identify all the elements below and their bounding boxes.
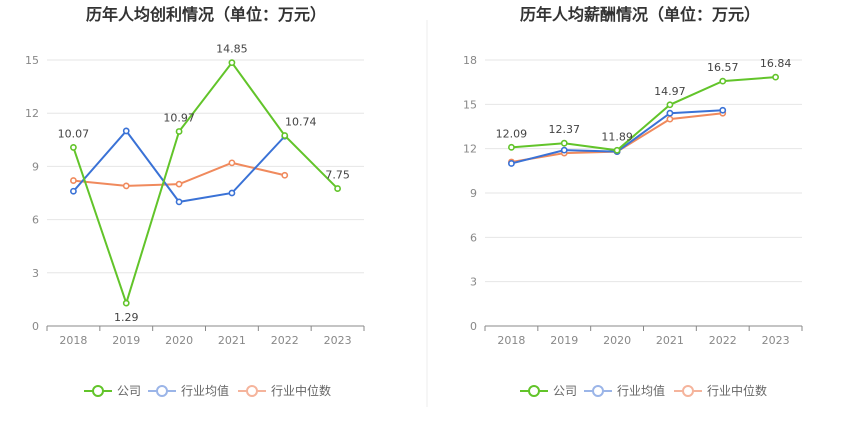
data-label: 14.85 — [216, 43, 248, 56]
y-tick-label: 9 — [470, 187, 477, 200]
data-point — [666, 101, 674, 109]
data-point — [175, 128, 183, 135]
series-line-company — [511, 76, 776, 152]
x-tick-label: 2019 — [550, 334, 578, 347]
data-label: 10.07 — [58, 127, 90, 140]
data-point — [122, 127, 130, 135]
legend-label: 行业中位数 — [271, 383, 331, 398]
legend-item-industry-median[interactable]: 行业中位数 — [238, 383, 331, 398]
data-point — [228, 59, 236, 67]
data-label: 14.97 — [654, 85, 686, 98]
data-point — [122, 182, 130, 190]
legend-item-company[interactable]: 公司 — [520, 384, 577, 398]
x-tick-label: 2022 — [271, 334, 299, 347]
chart-2: 历年人均薪酬情况（单位：万元） 0 3 6 9 12 15 18 2018 2019 2020 202… — [463, 5, 803, 398]
data-point — [666, 115, 674, 123]
x-tick-label: 2021 — [656, 334, 684, 347]
y-tick-label: 6 — [470, 231, 477, 244]
data-point — [228, 159, 236, 167]
legend-label: 行业中位数 — [707, 383, 767, 398]
y-tick-label: 18 — [463, 54, 477, 67]
x-tick-label: 2022 — [709, 334, 737, 347]
y-tick-label: 12 — [463, 143, 477, 156]
data-label: 11.89 — [601, 130, 633, 143]
y-tick-label: 6 — [32, 214, 39, 227]
x-tick-label: 2018 — [497, 334, 525, 347]
data-point — [334, 185, 341, 192]
legend-marker — [682, 385, 694, 397]
chart-title: 历年人均薪酬情况（单位：万元） — [520, 5, 760, 24]
legend-label: 行业均值 — [617, 383, 665, 398]
data-point — [281, 132, 289, 139]
y-tick-label: 15 — [25, 54, 39, 67]
x-tick-label: 2020 — [603, 334, 631, 347]
data-point — [281, 171, 289, 179]
data-label: 12.37 — [549, 123, 581, 136]
data-point — [70, 144, 77, 151]
data-label: 1.29 — [114, 311, 139, 324]
x-tick-label: 2020 — [165, 334, 193, 347]
legend-label: 公司 — [117, 384, 141, 398]
x-tick-label: 2023 — [762, 334, 790, 347]
series-line-company — [72, 60, 339, 307]
legend-item-company[interactable]: 公司 — [84, 384, 141, 398]
data-point — [508, 143, 515, 151]
data-point — [560, 146, 568, 154]
chart-title: 历年人均创利情况（单位：万元） — [86, 5, 326, 24]
y-tick-label: 3 — [32, 267, 39, 280]
y-tick-label: 0 — [32, 320, 39, 333]
data-label: 16.84 — [760, 57, 792, 70]
data-point — [772, 73, 779, 81]
data-point — [122, 299, 130, 307]
legend-item-industry-average[interactable]: 行业均值 — [148, 383, 229, 398]
legend-marker — [246, 385, 258, 397]
data-label: 16.57 — [707, 61, 739, 74]
data-point — [228, 189, 236, 197]
y-tick-label: 3 — [470, 276, 477, 289]
data-point — [175, 198, 183, 206]
data-point — [508, 160, 515, 167]
data-label: 10.74 — [285, 116, 317, 129]
data-label: 10.97 — [163, 111, 195, 124]
data-point — [560, 139, 568, 147]
legend-item-industry-average[interactable]: 行业均值 — [584, 383, 665, 398]
legend-marker — [528, 385, 540, 397]
legend-marker — [156, 385, 168, 397]
data-point — [70, 177, 77, 184]
legend-marker — [92, 385, 104, 397]
data-label: 12.09 — [496, 127, 528, 140]
legend-label: 公司 — [553, 384, 577, 398]
data-point — [613, 146, 621, 154]
x-tick-label: 2023 — [324, 334, 352, 347]
data-point — [719, 77, 727, 85]
x-tick-label: 2021 — [218, 334, 246, 347]
y-tick-label: 12 — [25, 107, 39, 120]
data-label: 7.75 — [325, 169, 350, 182]
data-point — [175, 180, 183, 188]
legend-label: 行业均值 — [181, 383, 229, 398]
y-tick-label: 0 — [470, 320, 477, 333]
x-tick-label: 2019 — [112, 334, 140, 347]
legend-item-industry-median[interactable]: 行业中位数 — [674, 383, 767, 398]
chart-1: 历年人均创利情况（单位：万元） 0 3 6 9 12 15 2018 2019 2020 2021 2… — [25, 5, 365, 398]
y-tick-label: 9 — [32, 160, 39, 173]
legend-marker — [592, 385, 604, 397]
y-tick-label: 15 — [463, 98, 477, 111]
data-point — [666, 109, 674, 117]
data-point — [70, 187, 77, 195]
x-tick-label: 2018 — [59, 334, 87, 347]
data-point — [719, 106, 727, 114]
